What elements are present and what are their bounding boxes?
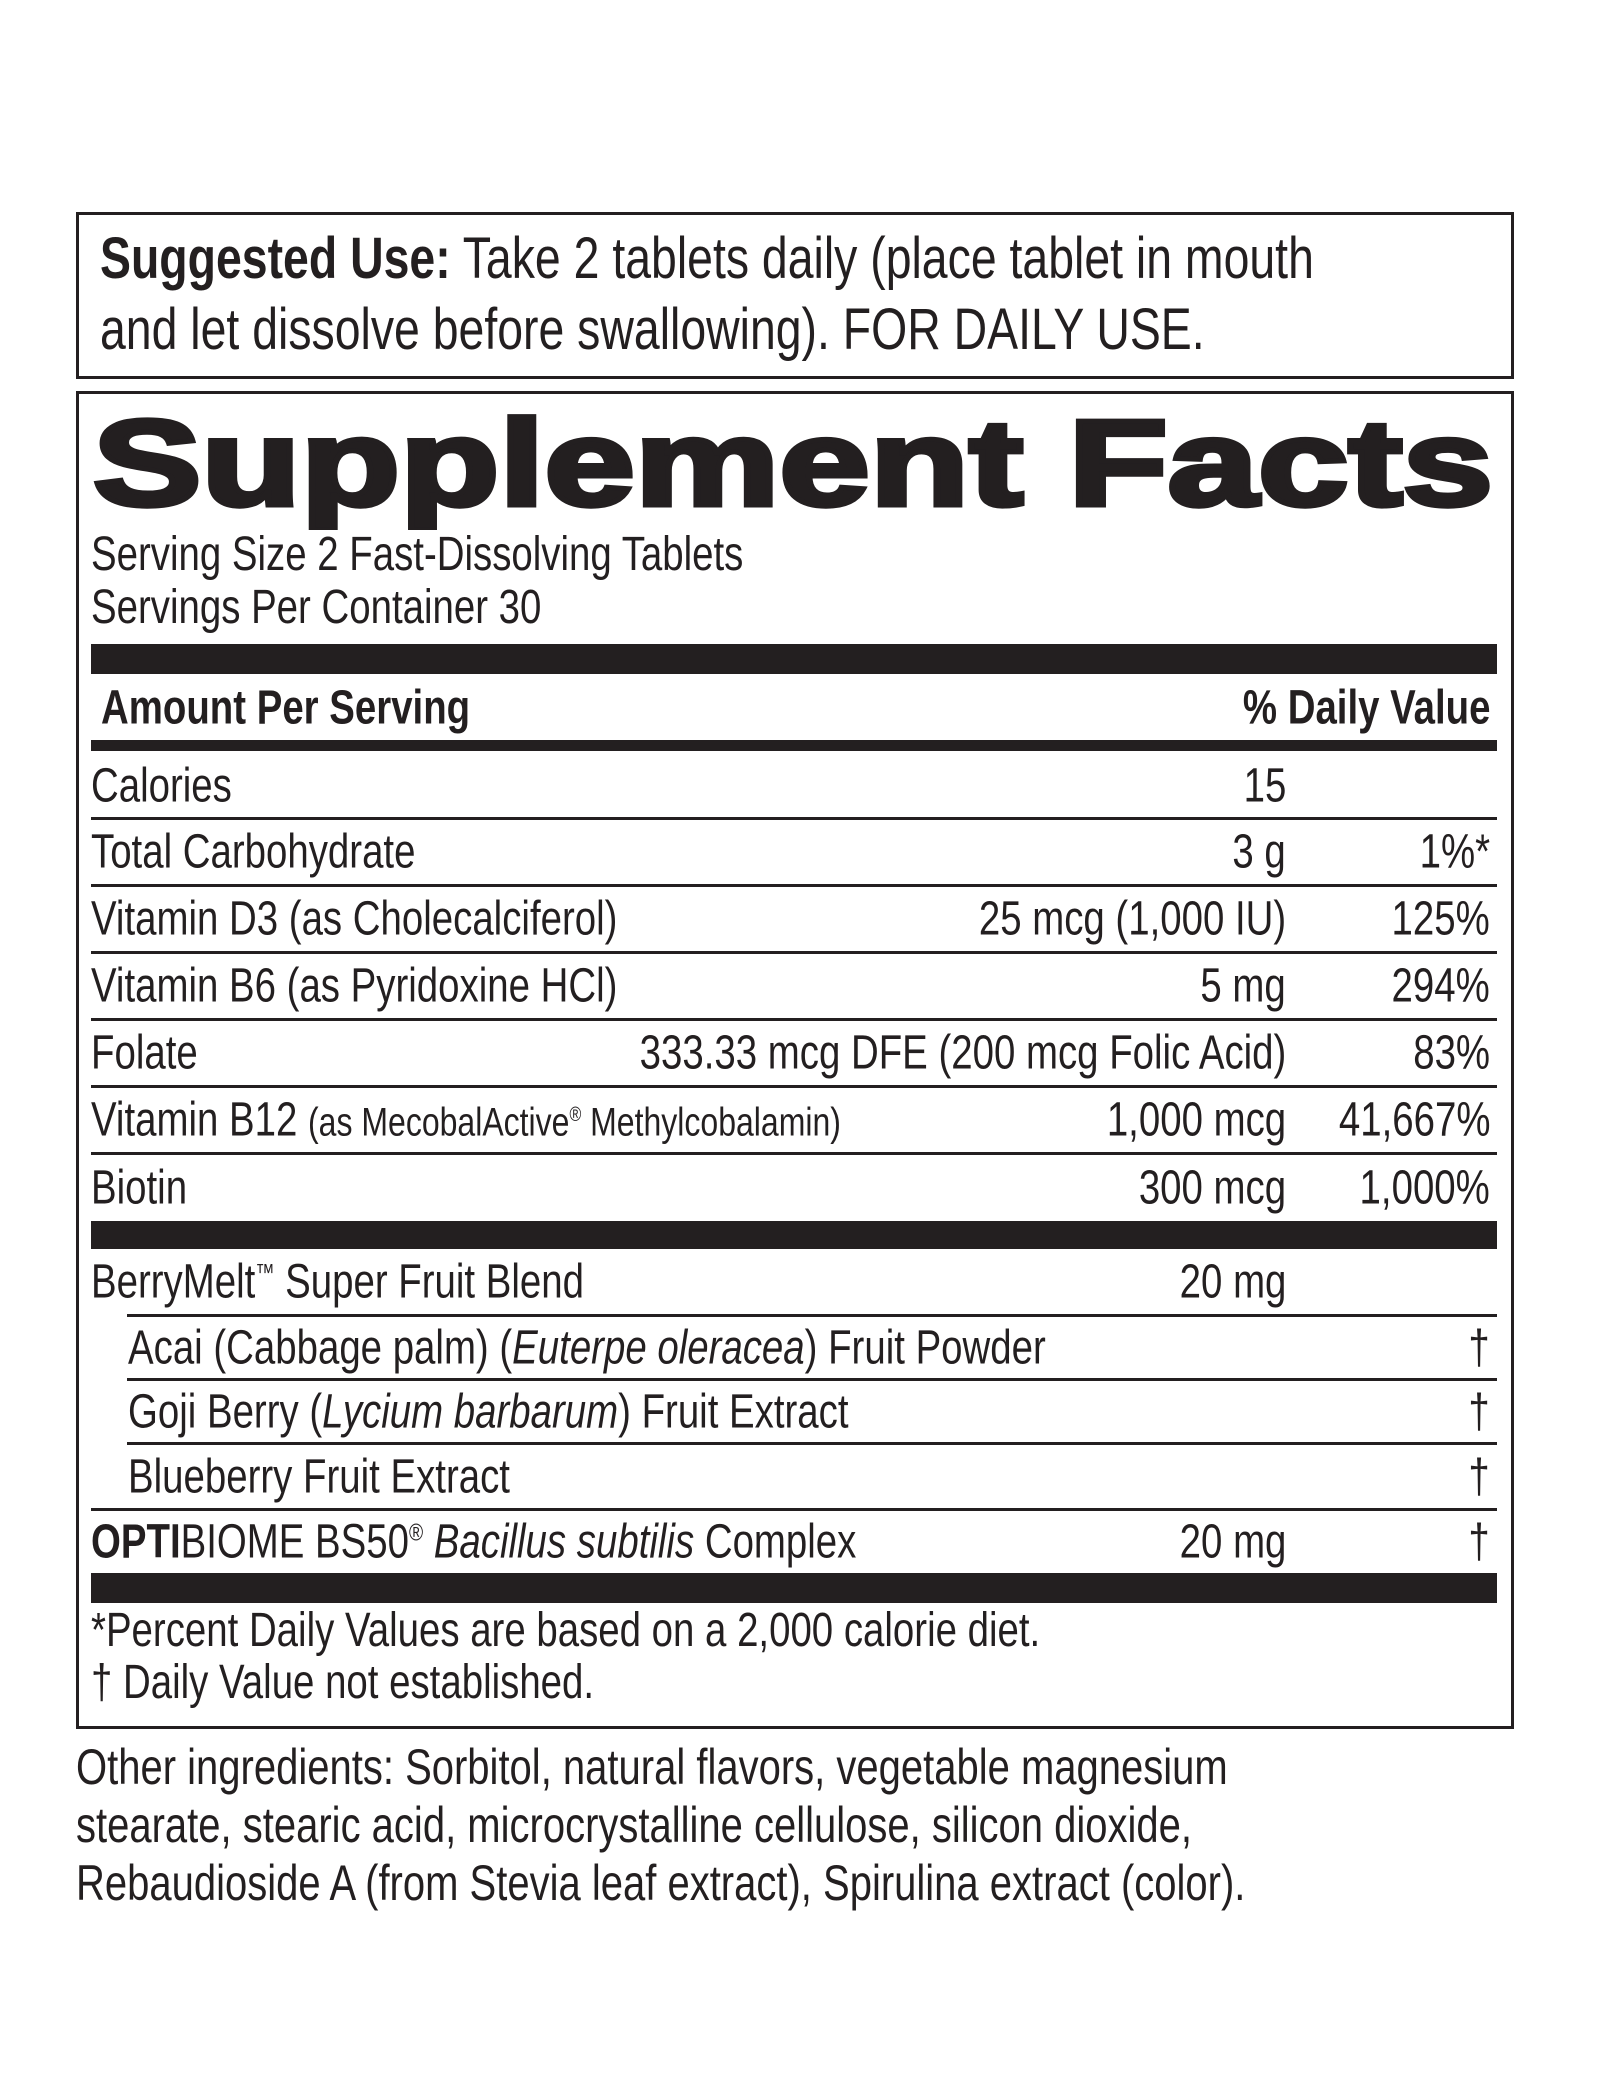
nutrient-row: Folate 333.33 mcg DFE (200 mcg Folic Aci… <box>91 1021 1497 1085</box>
nutrient-name: Folate <box>91 1026 198 1080</box>
row-divider <box>91 951 1497 954</box>
nutrient-name: Total Carbohydrate <box>91 825 416 879</box>
row-divider <box>91 1152 1497 1155</box>
suggested-use-box <box>76 212 1514 379</box>
footnote-daily-value: *Percent Daily Values are based on a 2,0… <box>91 1604 1041 1657</box>
blend-item-row: Blueberry Fruit Extract † <box>91 1445 1497 1508</box>
nutrient-amount: 25 mcg (1,000 IU) <box>978 892 1286 946</box>
nutrient-amount: 3 g <box>1232 825 1286 879</box>
blend-item-name: Acai (Cabbage palm) (Euterpe oleracea) F… <box>128 1321 1046 1374</box>
nutrient-name: Vitamin D3 (as Cholecalciferol) <box>91 892 618 946</box>
nutrient-daily-value: 83% <box>1413 1026 1490 1080</box>
row-divider <box>91 1018 1497 1021</box>
medium-divider <box>91 740 1497 751</box>
suggested-use-label: Suggested Use: <box>100 226 451 291</box>
nutrient-daily-value: 41,667% <box>1338 1093 1490 1147</box>
row-divider <box>91 1508 1497 1511</box>
blend-item-row: Acai (Cabbage palm) (Euterpe oleracea) F… <box>91 1317 1497 1378</box>
suggested-use-line-2: and let dissolve before swallowing). FOR… <box>100 297 1205 362</box>
nutrient-name: Vitamin B6 (as Pyridoxine HCl) <box>91 959 618 1013</box>
servings-per-container: Servings Per Container 30 <box>91 581 542 634</box>
blend-item-name: Goji Berry (Lycium barbarum) Fruit Extra… <box>128 1385 849 1438</box>
nutrient-row: Biotin 300 mcg 1,000% <box>91 1155 1497 1221</box>
nutrient-daily-value: 1,000% <box>1359 1161 1490 1215</box>
suggested-use-line-1: Suggested Use: Take 2 tablets daily (pla… <box>100 226 1314 291</box>
footnote-dagger: † Daily Value not established. <box>91 1656 595 1709</box>
thick-divider <box>91 644 1497 674</box>
nutrient-name: Vitamin B12 (as MecobalActive® Methylcob… <box>91 1093 841 1147</box>
nutrient-daily-value: 125% <box>1391 892 1490 946</box>
row-divider <box>127 1378 1497 1381</box>
row-divider <box>91 884 1497 887</box>
nutrient-name: Biotin <box>91 1161 188 1215</box>
nutrient-name: Calories <box>91 759 232 812</box>
thick-divider <box>91 1221 1497 1249</box>
nutrient-amount: 5 mg <box>1200 959 1286 1013</box>
header-row: Amount Per Serving % Daily Value <box>91 676 1497 740</box>
nutrient-row: Vitamin B6 (as Pyridoxine HCl) 5 mg 294% <box>91 954 1497 1018</box>
blend-item-row: Goji Berry (Lycium barbarum) Fruit Extra… <box>91 1381 1497 1442</box>
nutrient-daily-value: 294% <box>1391 959 1490 1013</box>
dagger-mark: † <box>1468 1450 1490 1503</box>
nutrient-row: Total Carbohydrate 3 g 1%* <box>91 820 1497 884</box>
row-divider <box>127 1442 1497 1445</box>
nutrient-amount: 300 mcg <box>1138 1161 1286 1215</box>
row-divider <box>91 817 1497 820</box>
daily-value-header: % Daily Value <box>1242 681 1490 735</box>
amount-per-serving-header: Amount Per Serving <box>101 681 471 735</box>
other-ingredients-line-2: stearate, stearic acid, microcrystalline… <box>76 1797 1193 1853</box>
nutrient-amount: 1,000 mcg <box>1106 1093 1286 1147</box>
nutrient-row: Vitamin D3 (as Cholecalciferol) 25 mcg (… <box>91 887 1497 951</box>
other-ingredients-line-1: Other ingredients: Sorbitol, natural fla… <box>76 1739 1228 1795</box>
row-divider <box>91 1085 1497 1088</box>
dagger-mark: † <box>1468 1321 1490 1374</box>
thick-divider <box>91 1573 1497 1603</box>
supplement-facts-panel <box>76 391 1514 1729</box>
serving-size: Serving Size 2 Fast-Dissolving Tablets <box>91 528 744 581</box>
nutrient-row: Calories 15 <box>91 754 1497 817</box>
optibiome-row: OPTIBIOME BS50® Bacillus subtilis Comple… <box>91 1515 1490 1569</box>
title-text: Supplement Facts <box>93 400 1493 530</box>
nutrient-amount: 333.33 mcg DFE (200 mcg Folic Acid) <box>639 1026 1286 1080</box>
blend-item-name: Blueberry Fruit Extract <box>128 1450 510 1503</box>
nutrient-amount: 15 <box>1243 759 1286 812</box>
supplement-facts-title: Supplement Facts <box>91 400 1496 530</box>
nutrient-daily-value: 1%* <box>1419 825 1490 879</box>
dagger-mark: † <box>1468 1385 1490 1438</box>
nutrient-row: Vitamin B12 (as MecobalActive® Methylcob… <box>91 1088 1497 1152</box>
blend-row: BerryMelt™ Super Fruit Blend 20 mg <box>91 1255 1286 1308</box>
other-ingredients-line-3: Rebaudioside A (from Stevia leaf extract… <box>76 1855 1246 1911</box>
row-divider <box>127 1314 1497 1317</box>
